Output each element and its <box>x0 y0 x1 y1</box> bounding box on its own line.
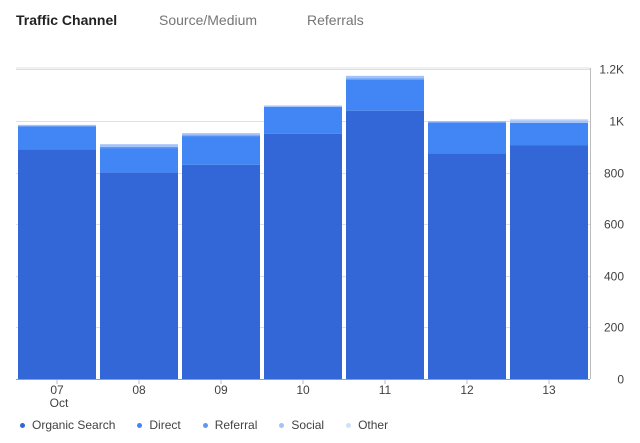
legend-label: Social <box>291 418 325 432</box>
legend-marker-icon <box>137 422 143 428</box>
bar-segment <box>346 79 424 111</box>
chart-legend: Organic Search Direct Referral Social Ot… <box>20 417 410 433</box>
bar-segment <box>264 106 342 134</box>
legend-marker-icon <box>202 422 208 428</box>
x-tick-label: 12 <box>460 383 474 397</box>
bar-segment <box>18 149 96 379</box>
y-tick-label: 600 <box>604 218 624 232</box>
legend-item-other[interactable]: Other <box>346 418 388 432</box>
bar-segment <box>510 118 588 121</box>
x-tick-label: 11 <box>379 383 392 397</box>
x-tick-label: 07 <box>50 383 64 397</box>
bar-segment <box>428 121 506 123</box>
bar-segment <box>100 144 178 147</box>
x-tick-label: 10 <box>296 383 310 397</box>
legend-label: Other <box>358 418 389 432</box>
tab-source-medium[interactable]: Source/Medium <box>159 12 258 28</box>
bar-segment <box>510 122 588 146</box>
bar-segment <box>100 146 178 149</box>
bar-segment <box>428 153 506 379</box>
legend-item-organic-search[interactable]: Organic Search <box>20 418 115 432</box>
bar-segment <box>18 124 96 127</box>
legend-item-social[interactable]: Social <box>279 418 324 432</box>
bar-segment <box>182 133 260 136</box>
bar-segment <box>346 75 424 79</box>
y-tick-label: 800 <box>604 167 624 181</box>
legend-label: Referral <box>214 418 258 432</box>
bar-segment <box>510 120 588 123</box>
x-tick-label: 13 <box>542 383 556 397</box>
bar-segment <box>428 122 506 154</box>
legend-marker-icon <box>346 422 352 428</box>
legend-label: Direct <box>149 418 181 432</box>
tab-traffic-channel[interactable]: Traffic Channel <box>16 12 118 28</box>
bar-segment <box>346 78 424 80</box>
bar-segment <box>264 105 342 107</box>
x-month-label: Oct <box>50 396 69 410</box>
y-tick-label: 1K <box>609 115 624 129</box>
y-tick-label: 200 <box>604 321 624 335</box>
bar-segment <box>100 172 178 379</box>
x-tick-label: 09 <box>214 383 228 397</box>
bar-segment <box>182 135 260 137</box>
legend-item-direct[interactable]: Direct <box>137 418 181 432</box>
bar-segment <box>264 133 342 379</box>
legend-label: Organic Search <box>32 418 116 432</box>
bar-segment <box>346 110 424 380</box>
bar-segment <box>100 148 178 173</box>
bar-segment <box>18 126 96 150</box>
y-tick-label: 0 <box>617 373 624 387</box>
legend-item-referral[interactable]: Referral <box>202 418 258 432</box>
y-tick-label: 1.2K <box>599 63 624 77</box>
x-tick-label: 08 <box>132 383 146 397</box>
legend-marker-icon <box>20 422 25 428</box>
bar-segment <box>182 136 260 165</box>
y-tick-label: 400 <box>604 270 624 284</box>
bar-segment <box>510 145 588 379</box>
bar-segment <box>182 164 260 379</box>
tab-bar: Traffic Channel Source/Medium Referrals <box>0 0 640 44</box>
legend-marker-icon <box>279 422 285 428</box>
tab-referrals[interactable]: Referrals <box>307 12 364 28</box>
